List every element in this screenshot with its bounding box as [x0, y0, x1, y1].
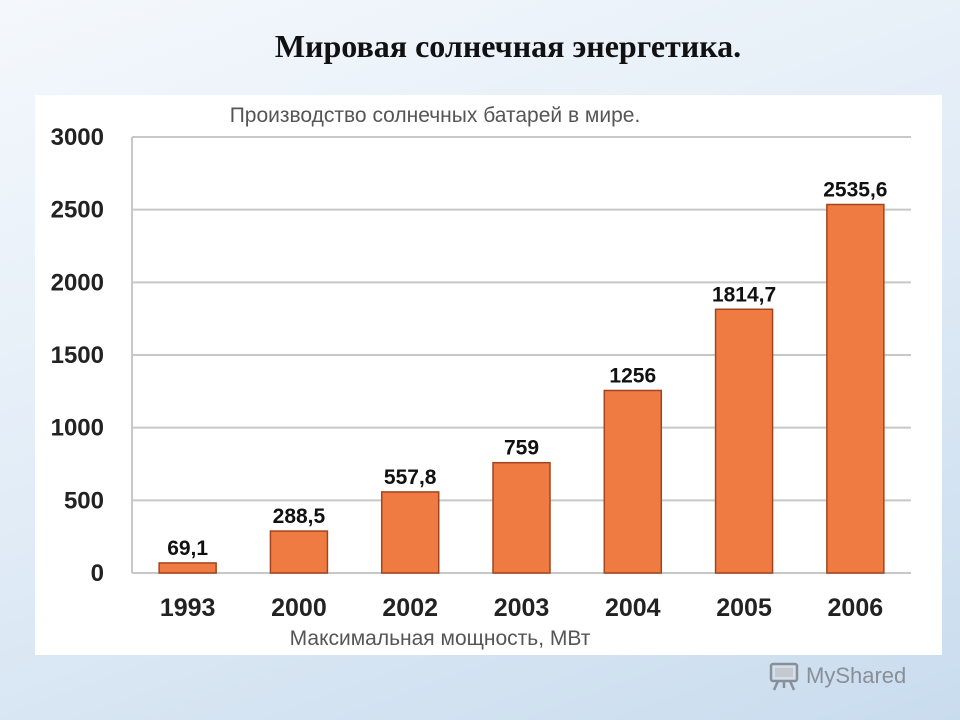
- y-tick-label: 500: [64, 487, 104, 514]
- bar: [826, 203, 885, 574]
- data-label: 2535,6: [823, 178, 887, 201]
- chart-title: Производство солнечных батарей в мире.: [230, 104, 641, 127]
- watermark: MyShared: [768, 658, 906, 694]
- bar-chart: Производство солнечных батарей в мире. 0…: [51, 104, 911, 650]
- y-tick-label: 2500: [51, 197, 104, 224]
- bar: [603, 389, 663, 574]
- data-labels: 69,1 288,5 557,8 759 1256 1814,7 2535,6: [167, 178, 887, 559]
- data-label: 69,1: [167, 537, 208, 560]
- x-tick-label: 2006: [828, 594, 884, 622]
- x-tick-label: 2005: [716, 594, 772, 622]
- chart-panel: Производство солнечных батарей в мире. 0…: [35, 95, 942, 655]
- y-tick-label: 3000: [51, 124, 104, 151]
- data-label: 288,5: [273, 505, 326, 528]
- bar: [158, 562, 217, 574]
- bar: [714, 308, 774, 574]
- x-tick-label: 1993: [160, 594, 216, 622]
- x-tick-label: 2004: [605, 594, 661, 622]
- x-axis-label: Максимальная мощность, МВт: [290, 627, 591, 650]
- watermark-text: MyShared: [806, 663, 907, 688]
- y-tick-label: 2000: [51, 269, 104, 296]
- data-label: 557,8: [384, 466, 437, 489]
- y-tick-labels: 0 500 1000 1500 2000 2500 3000: [51, 124, 104, 587]
- data-label: 1256: [609, 364, 656, 387]
- x-tick-label: 2003: [494, 594, 550, 622]
- x-tick-label: 2000: [271, 594, 327, 622]
- y-tick-label: 1000: [51, 415, 104, 442]
- data-label: 1814,7: [712, 283, 776, 306]
- bar: [269, 530, 329, 574]
- bars: [158, 203, 885, 574]
- slide-title: Мировая солнечная энергетика.: [274, 28, 742, 64]
- x-tick-label: 2002: [382, 594, 438, 622]
- data-label: 759: [504, 437, 539, 460]
- y-tick-label: 1500: [51, 342, 104, 369]
- x-tick-labels: 1993 2000 2002 2003 2004 2005 2006: [160, 594, 883, 622]
- presentation-board-icon: [768, 660, 800, 692]
- bar: [380, 491, 440, 574]
- grid-lines: [131, 136, 911, 574]
- y-tick-label: 0: [91, 560, 104, 587]
- bar: [492, 461, 551, 574]
